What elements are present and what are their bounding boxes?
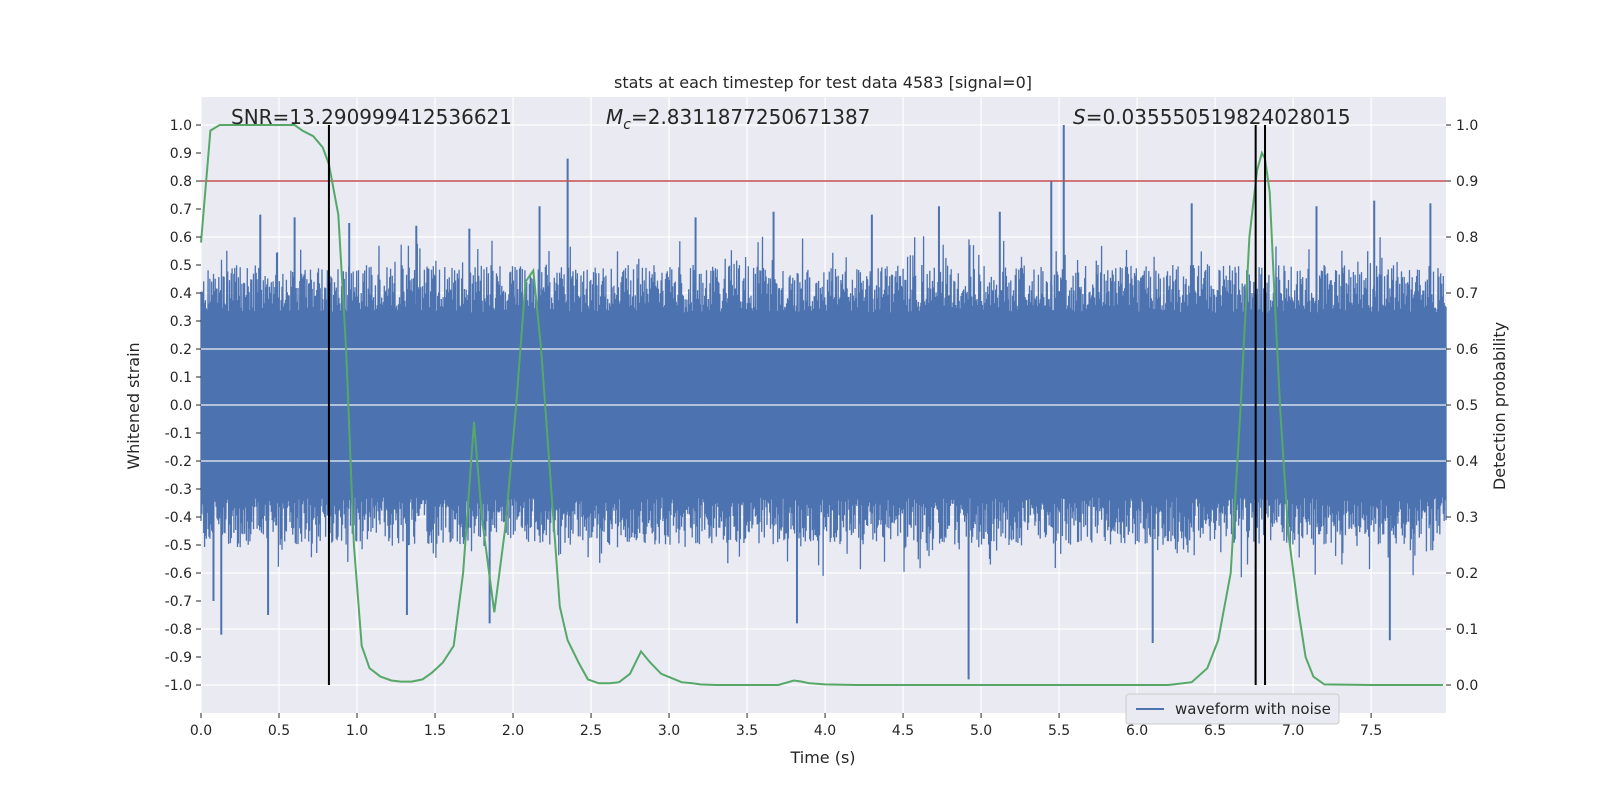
y-right-tick-label: 0.5 — [1456, 398, 1478, 414]
legend-label: waveform with noise — [1175, 700, 1331, 718]
x-tick-label: 0.5 — [268, 723, 290, 739]
y-right-tick-label: 0.7 — [1456, 286, 1478, 302]
y-tick-label: 0.5 — [170, 258, 192, 274]
x-ticks: 0.0 0.5 1.0 1.5 2.0 2.5 3.0 3.5 4.0 4.5 5.0 5.5 6.0 6… — [190, 713, 1382, 739]
x-tick-label: 4.5 — [892, 723, 914, 739]
y-right-tick-label: 1.0 — [1456, 118, 1478, 134]
y-tick-label: -0.3 — [165, 482, 192, 498]
y-tick-label: 0.9 — [170, 146, 192, 162]
x-tick-label: 2.5 — [580, 723, 602, 739]
x-tick-label: 0.0 — [190, 723, 212, 739]
legend-box — [1125, 693, 1340, 725]
y-tick-label: 1.0 — [170, 118, 192, 134]
y-axis-label-right: Detection probability — [1490, 322, 1509, 490]
y-ticks-right: 1.0 0.9 0.8 0.7 0.6 0.5 0.4 0.3 0.2 0.1 0.0 — [1446, 118, 1478, 694]
y-tick-label: 0.1 — [170, 370, 192, 386]
x-tick-label: 7.0 — [1282, 723, 1304, 739]
mc-value: =2.8311877250671387 — [631, 105, 870, 129]
y-tick-label: -0.4 — [165, 510, 192, 526]
mc-subscript: c — [623, 117, 631, 133]
y-right-tick-label: 0.0 — [1456, 678, 1478, 694]
y-tick-label: -0.5 — [165, 538, 192, 554]
y-tick-label: -1.0 — [165, 678, 192, 694]
y-ticks-left: 1.0 0.9 0.8 0.7 0.6 0.5 0.4 0.3 0.2 0.1 0.0 -0.1 -0.… — [165, 118, 201, 694]
x-tick-label: 5.5 — [1048, 723, 1070, 739]
mc-annotation: Mc=2.8311877250671387 — [606, 105, 870, 133]
y-tick-label: 0.8 — [170, 174, 192, 190]
y-right-tick-label: 0.1 — [1456, 622, 1478, 638]
y-tick-label: -0.7 — [165, 594, 192, 610]
probability-line — [200, 124, 1443, 686]
y-tick-label: 0.3 — [170, 314, 192, 330]
y-tick-label: -0.8 — [165, 622, 192, 638]
s-annotation: S=0.035550519824028015 — [1073, 105, 1351, 129]
waveform-series — [200, 125, 1447, 680]
y-axis-label: Whitened strain — [124, 342, 143, 469]
y-right-tick-label: 0.4 — [1456, 454, 1478, 470]
x-tick-label: 6.5 — [1204, 723, 1226, 739]
x-tick-label: 3.0 — [658, 723, 680, 739]
legend: waveform with noise — [1125, 693, 1340, 725]
chart-title: stats at each timestep for test data 458… — [614, 73, 1032, 92]
y-right-tick-label: 0.9 — [1456, 174, 1478, 190]
y-right-tick-label: 0.6 — [1456, 342, 1478, 358]
x-tick-label: 4.0 — [814, 723, 836, 739]
mc-symbol: M — [606, 105, 623, 129]
x-tick-label: 6.0 — [1126, 723, 1148, 739]
probability-series — [200, 124, 1443, 686]
vertical-markers — [327, 125, 1267, 685]
y-right-tick-label: 0.8 — [1456, 230, 1478, 246]
x-tick-label: 1.0 — [346, 723, 368, 739]
x-tick-label: 5.0 — [970, 723, 992, 739]
y-tick-label: -0.6 — [165, 566, 192, 582]
y-tick-label: -0.9 — [165, 650, 192, 666]
x-tick-label: 3.5 — [736, 723, 758, 739]
s-symbol: S — [1073, 105, 1086, 129]
x-axis-label: Time (s) — [789, 748, 855, 767]
y-tick-label: -0.1 — [165, 426, 192, 442]
x-tick-label: 7.5 — [1360, 723, 1382, 739]
s-value: =0.035550519824028015 — [1086, 105, 1351, 129]
snr-annotation: SNR=13.290999412536621 — [231, 105, 512, 129]
y-tick-label: 0.4 — [170, 286, 192, 302]
y-tick-label: -0.2 — [165, 454, 192, 470]
y-tick-label: 0.0 — [170, 398, 192, 414]
x-tick-label: 2.0 — [502, 723, 524, 739]
y-tick-label: 0.6 — [170, 230, 192, 246]
x-tick-label: 1.5 — [424, 723, 446, 739]
y-tick-label: 0.7 — [170, 202, 192, 218]
y-right-tick-label: 0.3 — [1456, 510, 1478, 526]
y-right-tick-label: 0.2 — [1456, 566, 1478, 582]
y-tick-label: 0.2 — [170, 342, 192, 358]
